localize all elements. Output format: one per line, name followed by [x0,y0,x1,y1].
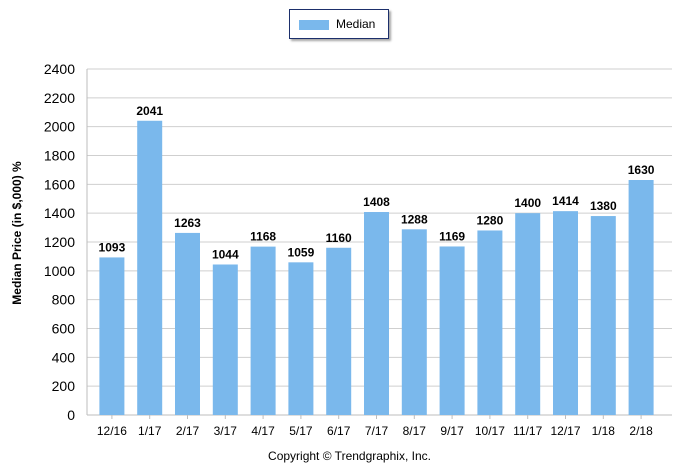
data-label: 1408 [363,195,390,209]
legend: Median [289,9,389,39]
y-tick-label: 2200 [44,90,75,106]
y-tick-label: 1000 [44,263,75,279]
data-label: 1630 [628,163,655,177]
data-label: 1414 [552,194,579,208]
y-tick-label: 1800 [44,148,75,164]
legend-swatch [299,20,329,30]
bar [288,262,314,415]
x-tick-label: 7/17 [365,424,389,438]
y-tick-label: 400 [52,349,76,365]
legend-label: Median [336,17,376,31]
y-tick-label: 1200 [44,234,75,250]
x-tick-label: 6/17 [327,424,351,438]
data-label: 1280 [477,213,504,227]
y-tick-label: 2400 [44,61,75,77]
data-label: 1168 [250,230,276,244]
bar [590,216,616,415]
y-tick-label: 1600 [44,176,75,192]
y-tick-label: 2000 [44,119,75,135]
x-tick-label: 1/18 [592,424,616,438]
bar [401,229,427,415]
bar [326,247,352,415]
bar [250,246,276,415]
bar [439,246,465,415]
y-tick-label: 1400 [44,205,75,221]
data-label: 1169 [439,229,465,243]
data-label: 1380 [590,199,617,213]
x-tick-label: 12/16 [97,424,127,438]
y-tick-label: 0 [67,407,75,423]
x-tick-label: 2/17 [176,424,200,438]
data-label: 2041 [136,104,163,118]
bar [175,232,200,415]
x-tick-label: 1/17 [138,424,162,438]
bar [628,180,654,415]
data-labels: 1093 2041 1263 1044 1168 1059 1160 1408 1288 1169… [99,104,655,262]
bar [99,257,125,415]
bar [515,213,541,415]
y-tick-label: 800 [52,292,76,308]
x-tick-label: 11/17 [513,424,542,438]
bars [99,120,654,416]
y-tick-label: 200 [52,378,76,394]
data-label: 1059 [288,245,315,259]
x-tick-label: 12/17 [550,424,580,438]
bar [137,120,163,416]
data-label: 1288 [401,212,428,226]
data-label: 1093 [99,240,126,254]
data-label: 1263 [174,216,201,230]
data-label: 1044 [212,247,239,261]
x-tick-label: 3/17 [214,424,238,438]
x-tick-label: 4/17 [251,424,275,438]
data-label: 1400 [514,196,541,210]
x-tick-label: 9/17 [440,424,464,438]
bar [553,211,578,415]
y-axis-title: Median Price (in $,000) % [10,161,24,305]
x-tick-label: 5/17 [289,424,313,438]
bar [477,230,503,415]
y-tick-label: 600 [52,321,76,337]
x-tick-label: 10/17 [475,424,505,438]
x-tick-labels: 12/16 1/17 2/17 3/17 4/17 5/17 6/17 7/17 8/17 9/1… [97,424,653,438]
y-tick-labels: 0 200 400 600 800 1000 1200 1400 1600 1800 2000 220… [44,61,75,423]
x-tick-label: 2/18 [629,424,653,438]
copyright-text: Copyright © Trendgraphix, Inc. [268,449,431,463]
data-label: 1160 [326,231,352,245]
x-tick-label: 8/17 [403,424,427,438]
bar [212,264,238,415]
bar [364,212,389,415]
